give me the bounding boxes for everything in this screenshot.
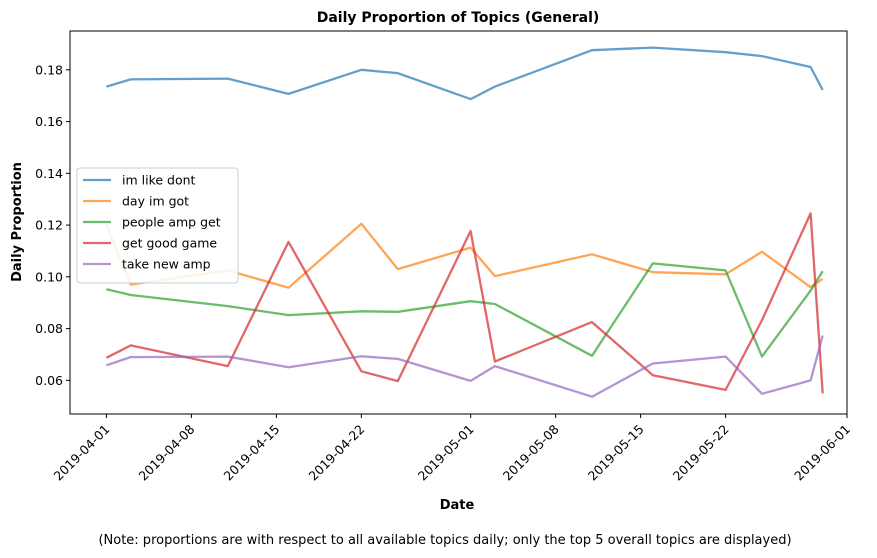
x-tick-label: 2019-05-15: [585, 422, 647, 484]
legend-entry-label: get good game: [122, 236, 217, 251]
legend-entry-label: day im got: [122, 194, 189, 209]
y-tick-label: 0.08: [35, 321, 63, 336]
legend-entry-label: take new amp: [122, 257, 211, 272]
x-tick-label: 2019-04-01: [51, 422, 113, 484]
legend: im like dont day im got people amp get get …: [76, 167, 239, 284]
plot-area-frame: [69, 30, 848, 415]
x-tick-label: 2019-05-08: [500, 421, 562, 483]
x-tick-label: 2019-05-01: [415, 422, 477, 484]
chart-note: (Note: proportions are with respect to a…: [98, 533, 791, 548]
x-tick-label: 2019-04-22: [306, 422, 368, 484]
series-line-1: [106, 46, 824, 101]
y-tick-label: 0.10: [35, 269, 63, 284]
x-tick-label: 2019-04-15: [221, 422, 283, 484]
y-tick-label: 0.12: [35, 218, 63, 233]
y-tick-label: 0.14: [35, 166, 63, 181]
y-axis: 0.06 0.08 0.10 0.12 0.14 0.16 0.18: [35, 62, 70, 388]
x-axis: 2019-04-01 2019-04-08 2019-04-15 2019-04-22…: [51, 414, 853, 484]
series-line-4: [105, 212, 824, 394]
series-line-3: [106, 262, 824, 358]
legend-entry-label: people amp get: [122, 215, 221, 230]
x-tick-label: 2019-05-22: [670, 422, 732, 484]
x-tick-label: 2019-04-08: [136, 421, 198, 483]
y-tick-label: 0.06: [35, 373, 63, 388]
series-line-5: [106, 335, 824, 398]
y-tick-label: 0.16: [35, 114, 63, 129]
x-tick-label: 2019-06-01: [791, 422, 853, 484]
y-tick-label: 0.18: [35, 62, 63, 77]
x-axis-label: Date: [440, 498, 475, 513]
y-axis-label: Daily Proportion: [10, 162, 25, 282]
legend-entry-label: im like dont: [122, 173, 196, 188]
chart-title: Daily Proportion of Topics (General): [317, 10, 600, 26]
legend-box: [76, 167, 239, 284]
